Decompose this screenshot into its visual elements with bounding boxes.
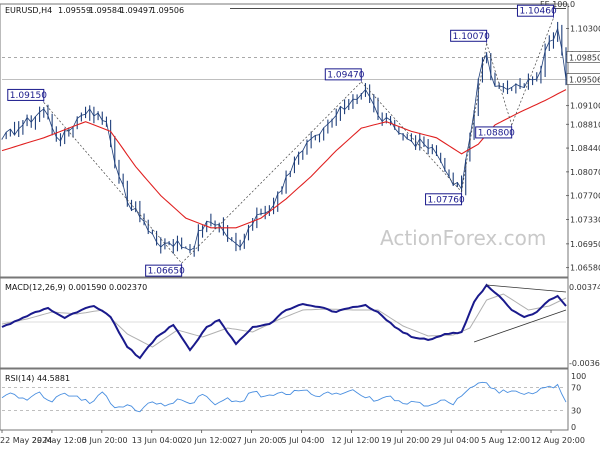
rsi-y-tick-label: 0 <box>571 423 576 432</box>
rsi-y-tick-label: 30 <box>571 407 581 416</box>
watermark: ActionForex.com <box>380 226 546 250</box>
price-y-tick-label: 1.07330 <box>570 215 600 224</box>
zigzag-segment <box>361 81 462 193</box>
pivot-label-box <box>450 29 488 42</box>
macd-panel-frame <box>0 276 569 370</box>
x-tick-label: 29 Jul 04:00 <box>431 436 479 445</box>
pivot-label-box <box>7 88 45 101</box>
x-tick-label: 13 Jun 04:00 <box>132 436 183 445</box>
price-y-tick-label: 1.06950 <box>570 240 600 249</box>
zigzag-segment <box>181 81 362 264</box>
x-tick-label: 5 Jul 04:00 <box>281 436 324 445</box>
price-line <box>1 27 567 251</box>
rsi-line <box>1 381 567 413</box>
moving-average-line <box>1 89 567 229</box>
pivot-label: 1.09150 <box>10 91 47 101</box>
rsi-panel-frame <box>0 367 569 431</box>
macd-trendline <box>473 309 567 343</box>
price-y-tick-label: 1.08810 <box>570 120 600 129</box>
x-tick-label: 27 Jun 20:00 <box>232 436 283 445</box>
zigzag-segment <box>461 43 487 192</box>
pivot-label: 1.07760 <box>428 195 465 205</box>
price-y-tick-label: 1.07700 <box>570 192 600 201</box>
macd-main-line <box>1 283 567 360</box>
zigzag-segment <box>511 18 554 126</box>
rsi-y-tick-label: 100 <box>571 372 586 381</box>
pivot-label: 1.09470 <box>327 70 364 80</box>
header-close: 1.09506 <box>151 6 184 15</box>
price-y-tick-label: 1.08070 <box>570 168 600 177</box>
pivot-label-box <box>475 126 513 139</box>
fib-level-box <box>566 51 600 63</box>
price-y-tick-label: 1.09100 <box>570 102 600 111</box>
x-tick-label: 22 May 2024 <box>0 436 52 445</box>
x-tick-label: 5 Aug 12:00 <box>481 436 530 445</box>
current-price-box <box>566 73 600 85</box>
chart-symbol: EURUSD,H4 <box>5 6 52 15</box>
price-y-tick-label: 1.06580 <box>570 264 600 273</box>
macd-title: MACD(12,26,9) 0.001590 0.002370 <box>5 283 147 292</box>
macd-signal-line <box>1 293 567 348</box>
x-tick-label: 5 Jun 20:00 <box>82 436 128 445</box>
macd-trendline <box>486 284 567 293</box>
rsi-panel: RSI(14) 44.5881 <box>0 367 569 431</box>
x-tick-label: 19 Jul 20:00 <box>381 436 429 445</box>
x-tick-label: 12 Aug 20:00 <box>531 436 585 445</box>
current-price-label: 1.09506 <box>569 76 600 85</box>
pivot-label-box <box>425 193 463 206</box>
pivot-label: 1.06650 <box>148 267 185 277</box>
pivot-label-box <box>145 264 183 277</box>
macd-y-tick-label: -0.00367 <box>569 359 600 368</box>
header-high: 1.09584 <box>89 6 122 15</box>
macd-y-tick-label: 0.00374 <box>569 283 600 292</box>
header-low: 1.09497 <box>120 6 153 15</box>
zigzag-segment <box>43 102 182 264</box>
pivot-label: 1.10460 <box>519 7 556 17</box>
x-tick-label: 29 May 12:00 <box>32 436 87 445</box>
price-y-tick-label: 1.10300 <box>570 25 600 34</box>
x-tick-label: 12 Jul 12:00 <box>331 436 379 445</box>
chart-marks: 1.103001.099001.095001.091001.088101.084… <box>0 4 600 445</box>
price-y-tick-label: 1.08440 <box>570 144 600 153</box>
header-open: 1.09559 <box>58 6 91 15</box>
macd-panel: MACD(12,26,9) 0.001590 0.002370 <box>0 276 569 370</box>
rsi-title: RSI(14) 44.5881 <box>5 374 70 383</box>
fib-level-label: 1.09850 <box>569 53 600 62</box>
pivot-label-box <box>516 4 554 17</box>
pivot-label: 1.10070 <box>453 32 490 42</box>
price-panel: ActionForex.com EURUSD,H4 1.09559 1.0958… <box>0 0 575 279</box>
pivot-label: 1.08800 <box>478 128 515 138</box>
price-panel-frame <box>0 3 569 279</box>
fe-label: FE 100.0 <box>540 0 575 9</box>
pivot-label-box <box>324 68 362 81</box>
x-tick-label: 20 Jun 12:00 <box>182 436 233 445</box>
rsi-y-tick-label: 70 <box>571 383 581 392</box>
